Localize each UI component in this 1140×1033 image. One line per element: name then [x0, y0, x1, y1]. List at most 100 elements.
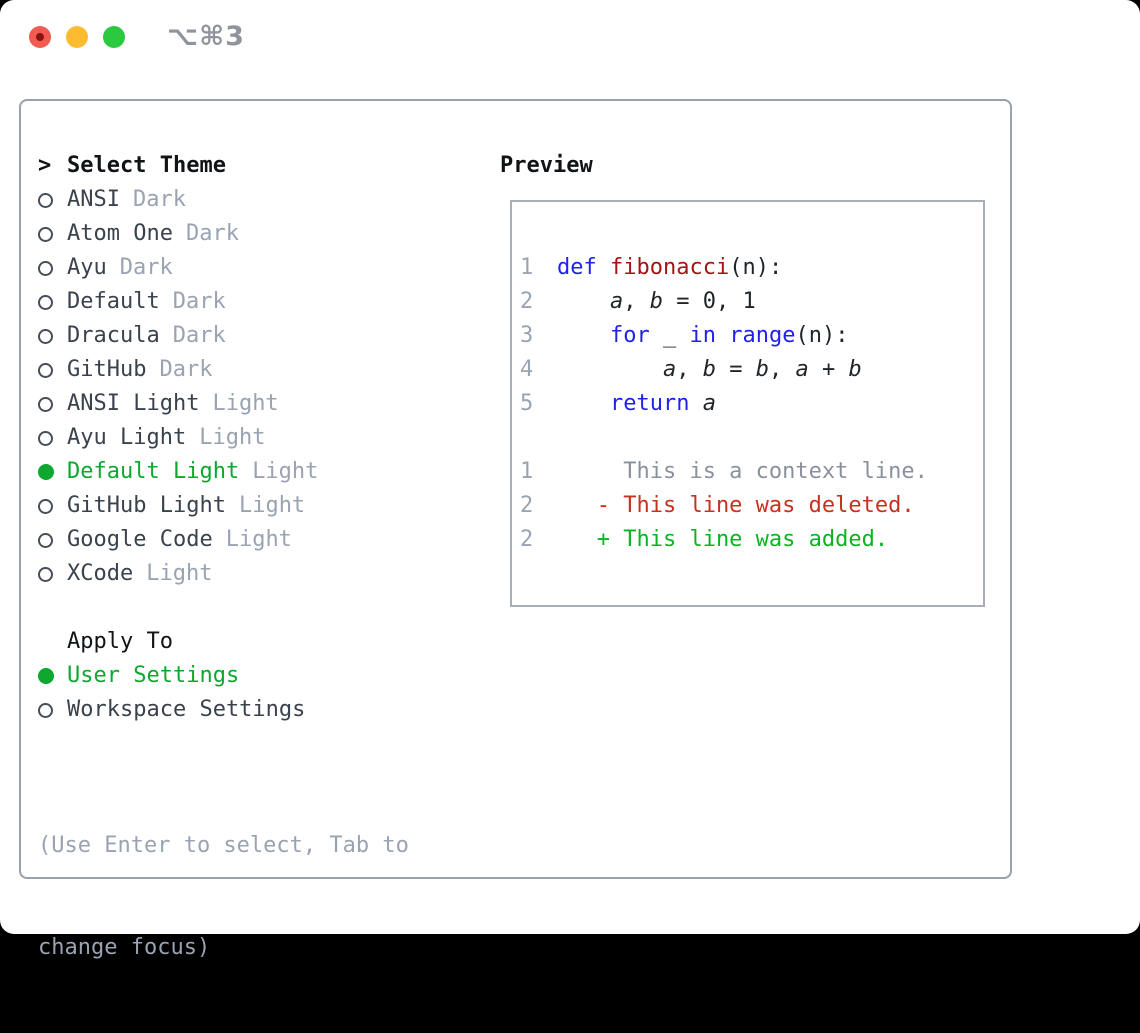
theme-option-xcode[interactable]: XCode Light: [38, 557, 409, 591]
apply-to-header: Apply To: [38, 625, 409, 659]
code-line: 5 return a: [520, 387, 983, 421]
code-token: for: [609, 323, 650, 348]
radio-icon: [38, 430, 67, 446]
radio-icon: [38, 702, 67, 718]
hint-line-1: (Use Enter to select, Tab to: [38, 833, 409, 858]
code-token: a: [702, 391, 716, 416]
code-token: in: [689, 323, 716, 348]
zoom-button[interactable]: [103, 26, 125, 48]
theme-name: ANSI Light: [67, 391, 200, 416]
theme-variant: Light: [238, 493, 306, 518]
line-number: 2: [520, 527, 534, 552]
code-token: (n):: [729, 255, 783, 280]
code-token: range: [729, 323, 796, 348]
apply-to-title: Apply To: [67, 629, 173, 654]
theme-option-ayu-light[interactable]: Ayu Light Light: [38, 421, 409, 455]
code-line: 2 a, b = 0, 1: [520, 285, 983, 319]
code-token: b: [755, 357, 769, 382]
spacer: [38, 591, 409, 625]
code-token: b: [649, 289, 663, 314]
theme-variant: Dark: [159, 357, 213, 382]
theme-name: Atom One: [67, 221, 173, 246]
apply-option-workspace-settings[interactable]: Workspace Settings: [38, 693, 409, 727]
theme-variant: Light: [146, 561, 213, 586]
theme-name: Google Code: [67, 527, 213, 552]
line-number: 2: [520, 493, 534, 518]
radio-icon: [38, 226, 67, 242]
code-token: ,: [768, 357, 796, 382]
code-token: def: [557, 255, 597, 280]
theme-name: GitHub: [67, 357, 147, 382]
window-title: ⌥⌘3: [167, 21, 245, 52]
theme-variant: Light: [199, 425, 266, 450]
theme-option-ansi-light[interactable]: ANSI Light Light: [38, 387, 409, 421]
theme-option-atom-one[interactable]: Atom One Dark: [38, 217, 409, 251]
code-line: 1 This is a context line.: [520, 455, 983, 489]
select-theme-header: > Select Theme: [38, 149, 409, 183]
apply-option-user-settings[interactable]: User Settings: [38, 659, 409, 693]
code-line: [520, 421, 983, 455]
theme-list: ANSI Dark Atom One Dark Ayu Dark Default Dark Dr…: [38, 183, 409, 591]
theme-variant: Dark: [172, 289, 226, 314]
radio-icon: [38, 294, 67, 310]
radio-icon: [38, 192, 67, 208]
theme-option-google-code[interactable]: Google Code Light: [38, 523, 409, 557]
radio-icon: [38, 498, 67, 514]
main-panel: > Select Theme ANSI Dark Atom One Dark Ayu Da…: [19, 99, 1012, 960]
theme-option-default[interactable]: Default Dark: [38, 285, 409, 319]
line-number: 3: [520, 323, 534, 348]
theme-selector-window: ⌥⌘3 > Select Theme ANSI Dark Atom One Dark A…: [0, 0, 1140, 960]
line-number: 1: [520, 255, 534, 280]
code-token: [557, 391, 610, 416]
close-button[interactable]: [29, 26, 51, 48]
line-number: 2: [520, 289, 534, 314]
code-token: ,: [676, 357, 703, 382]
radio-selected-icon: [38, 668, 67, 684]
code-line: 2 + This line was added.: [520, 523, 983, 557]
code-token: fibonacci: [610, 255, 730, 280]
minimize-button[interactable]: [66, 26, 88, 48]
code-token: a: [609, 289, 624, 314]
code-token: b: [848, 357, 862, 382]
code-token: a: [662, 357, 677, 382]
code-token: b: [702, 357, 716, 382]
theme-option-default-light[interactable]: Default Light Light: [38, 455, 409, 489]
spacer: [38, 727, 409, 761]
theme-option-github[interactable]: GitHub Dark: [38, 353, 409, 387]
code-token: = 0, 1: [662, 289, 756, 314]
theme-name: Dracula: [67, 323, 160, 348]
theme-option-ansi[interactable]: ANSI Dark: [38, 183, 409, 217]
theme-name: Default Light: [67, 459, 240, 484]
line-number: 5: [520, 391, 534, 416]
theme-name: Default: [67, 289, 160, 314]
left-column: > Select Theme ANSI Dark Atom One Dark Ayu Da…: [38, 149, 409, 1033]
focus-caret-icon: >: [38, 153, 52, 178]
titlebar: ⌥⌘3: [0, 0, 1140, 74]
theme-variant: Dark: [132, 187, 186, 212]
apply-option-label: User Settings: [67, 663, 240, 688]
code-token: _: [649, 323, 690, 348]
code-token: [597, 255, 610, 280]
code-line: 1 def fibonacci(n):: [520, 251, 983, 285]
code-token: + This line was added.: [557, 527, 889, 552]
theme-variant: Light: [225, 527, 292, 552]
code-line: 4 a, b = b, a + b: [520, 353, 983, 387]
line-number: 1: [520, 459, 534, 484]
code-token: [557, 357, 663, 382]
code-line: 3 for _ in range(n):: [520, 319, 983, 353]
theme-variant: Dark: [119, 255, 173, 280]
theme-option-dracula[interactable]: Dracula Dark: [38, 319, 409, 353]
hint-text: (Use Enter to select, Tab to change focu…: [38, 761, 409, 1033]
theme-name: Ayu: [67, 255, 107, 280]
theme-option-ayu[interactable]: Ayu Dark: [38, 251, 409, 285]
theme-variant: Light: [252, 459, 319, 484]
record-dot-icon: [36, 33, 44, 41]
theme-option-github-light[interactable]: GitHub Light Light: [38, 489, 409, 523]
code-token: [689, 391, 702, 416]
code-token: (n):: [795, 323, 849, 348]
theme-variant: Dark: [172, 323, 226, 348]
radio-icon: [38, 328, 67, 344]
theme-name: ANSI: [67, 187, 120, 212]
